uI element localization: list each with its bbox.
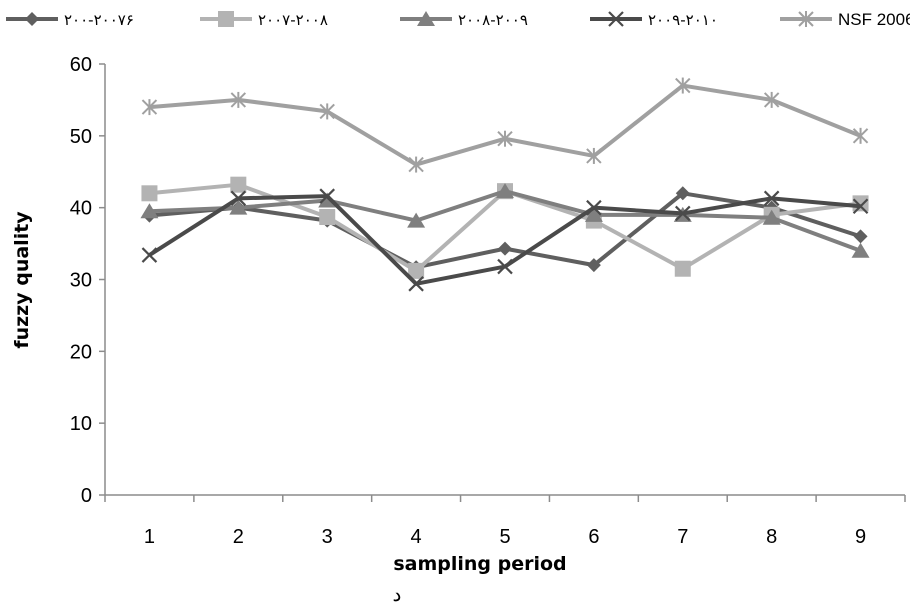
- data-point: [763, 190, 780, 207]
- legend-label: ٢٠٠٩-٢٠٠٨: [458, 11, 528, 29]
- x-axis: 1 2 3 4 5 6 7 8 9: [104, 494, 906, 548]
- x-tick-label: 8: [766, 526, 777, 548]
- data-point: [586, 199, 602, 216]
- y-tick-label: 30: [70, 270, 92, 292]
- data-point: [675, 186, 690, 201]
- data-point: [675, 77, 691, 94]
- data-point: [674, 205, 691, 222]
- data-point: [498, 241, 512, 256]
- data-point: [852, 127, 869, 144]
- y-tick-label: 20: [70, 341, 92, 363]
- legend-marker: [608, 11, 624, 27]
- figure-caption: د: [393, 584, 402, 606]
- data-point: [497, 130, 513, 147]
- legend-label: ٢٠١٠-٢٠٠٩: [648, 11, 718, 29]
- data-point: [407, 212, 426, 228]
- data-point: [318, 192, 337, 208]
- data-point: [230, 91, 247, 108]
- legend-item: ٢٠٠٧-٢٠٠۶: [6, 11, 134, 29]
- data-point: [852, 198, 869, 215]
- data-point: [319, 103, 335, 120]
- data-point: [586, 147, 602, 164]
- data-point: [762, 209, 781, 225]
- legend-item: NSF 2006-7: [780, 10, 910, 29]
- y-tick-label: 40: [70, 198, 92, 220]
- data-point: [851, 242, 870, 258]
- legend-item: ٢٠٠٩-٢٠٠٨: [400, 11, 528, 29]
- x-axis-title: sampling period: [393, 553, 566, 575]
- data-point: [230, 176, 247, 193]
- legend-marker: [417, 11, 435, 26]
- data-point: [141, 99, 158, 116]
- x-tick-label: 9: [855, 526, 866, 548]
- y-axis: 0 10 20 30 40 50 60: [70, 54, 106, 507]
- legend-item: ٢٠١٠-٢٠٠٩: [590, 11, 718, 29]
- data-point: [229, 199, 248, 215]
- legend-marker: [25, 12, 39, 26]
- data-point: [763, 91, 780, 108]
- y-tick-label: 10: [70, 413, 92, 435]
- data-point: [496, 183, 514, 199]
- legend-label: NSF 2006-7: [838, 10, 910, 29]
- data-point: [141, 247, 158, 263]
- legend-item: ٢٠٠٨-٢٠٠٧: [200, 11, 328, 29]
- data-point: [586, 258, 601, 273]
- data-point: [230, 190, 247, 207]
- data-point: [408, 262, 425, 279]
- legend-marker: [218, 11, 234, 27]
- x-tick-label: 7: [677, 526, 688, 548]
- data-point: [674, 260, 691, 277]
- y-tick-label: 0: [81, 485, 92, 507]
- y-tick-label: 50: [70, 126, 92, 148]
- y-tick-label: 60: [70, 54, 92, 76]
- y-axis-title: fuzzy quality: [11, 211, 33, 349]
- legend-marker: [798, 11, 814, 27]
- series-4: [141, 188, 869, 292]
- x-tick-label: 2: [233, 526, 244, 548]
- data-point: [853, 229, 868, 244]
- legend-label: ٢٠٠٨-٢٠٠٧: [258, 11, 328, 29]
- data-point: [319, 188, 336, 204]
- data-point: [319, 209, 336, 226]
- x-tick-label: 4: [411, 526, 422, 548]
- data-point: [852, 195, 869, 212]
- x-tick-label: 6: [588, 526, 599, 548]
- data-point: [584, 206, 603, 222]
- x-tick-label: 5: [499, 526, 510, 548]
- legend-label: ٢٠٠٧-٢٠٠۶: [64, 11, 134, 29]
- data-point: [497, 258, 513, 275]
- series-5: [141, 77, 869, 173]
- data-point: [141, 185, 158, 202]
- series-line: [149, 83, 862, 167]
- data-point: [408, 156, 424, 173]
- series-3: [140, 183, 870, 258]
- x-tick-label: 1: [144, 526, 155, 548]
- legend: ٢٠٠٧-٢٠٠۶ ٢٠٠٨-٢٠٠٧ ٢٠٠٩-٢٠٠٨ ٢٠١٠-٢٠٠٩ NSF …: [6, 10, 910, 29]
- data-point: [408, 276, 424, 292]
- x-tick-label: 3: [322, 526, 333, 548]
- series-layer: [140, 77, 870, 292]
- data-point: [140, 203, 159, 219]
